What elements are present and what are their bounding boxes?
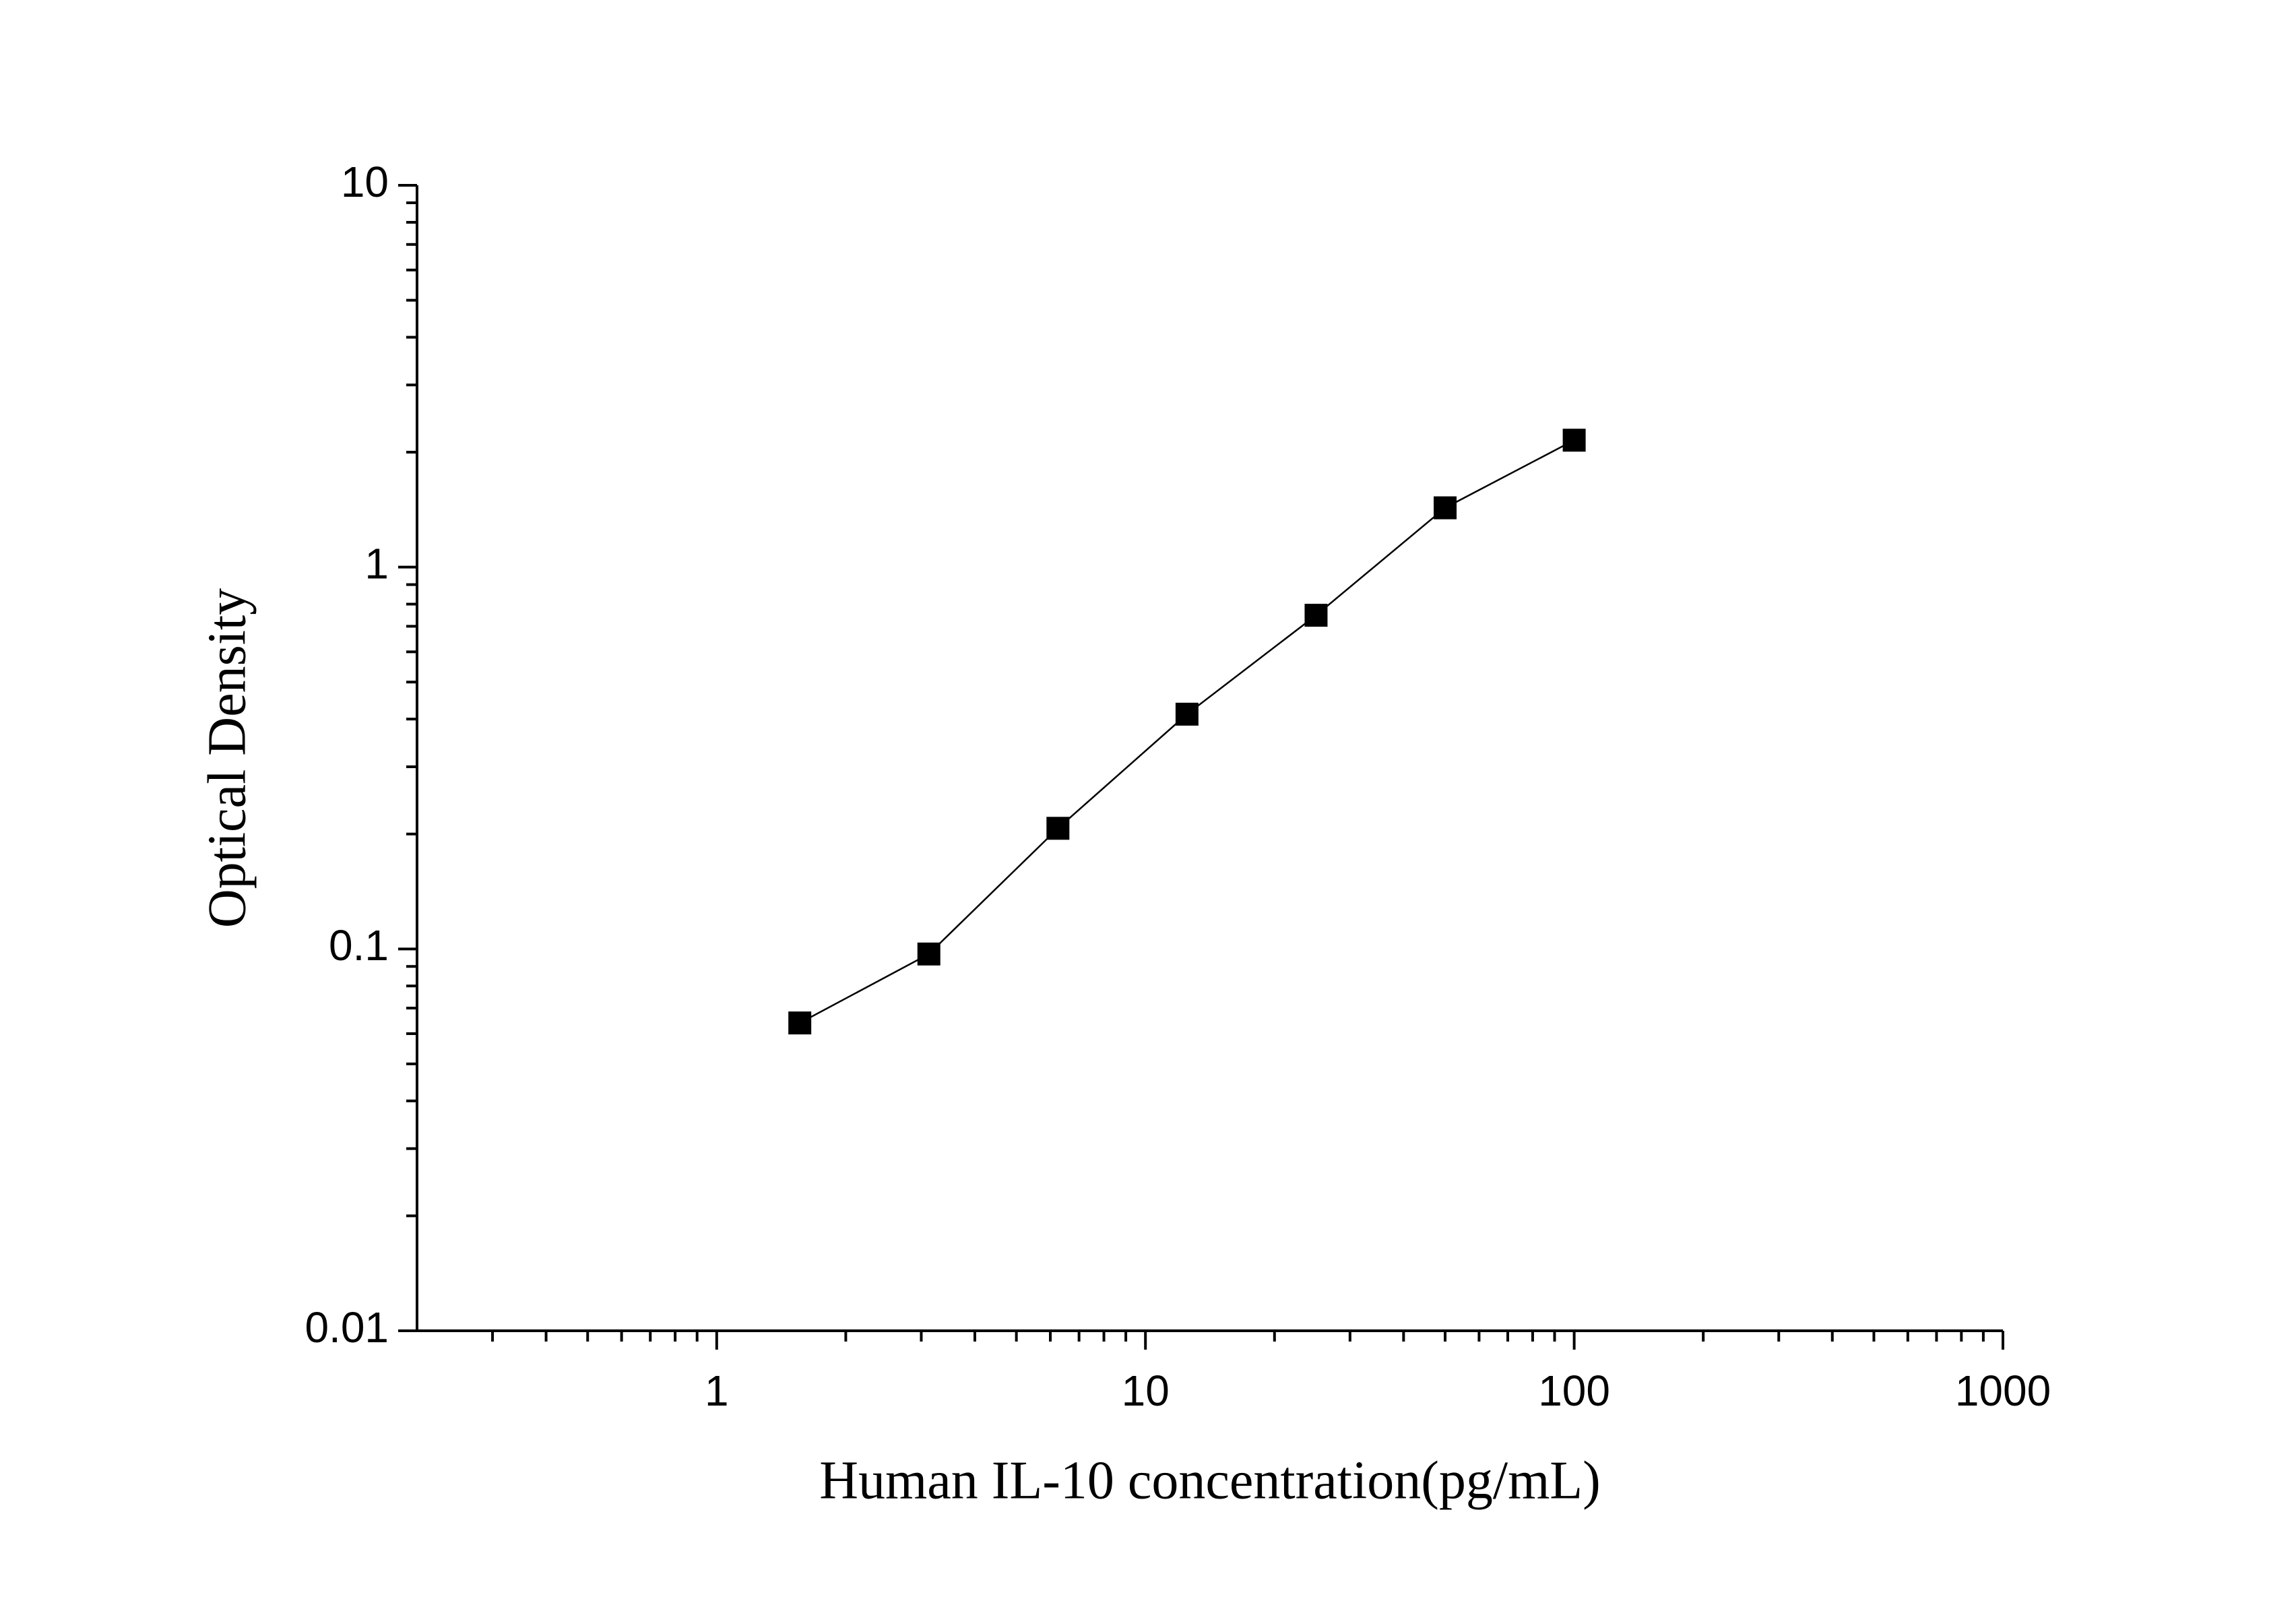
x-tick-label: 1000 (1955, 1366, 2051, 1415)
marker (917, 942, 940, 966)
marker (788, 1011, 812, 1035)
x-tick-label: 1 (705, 1366, 729, 1415)
y-tick-label: 0.01 (305, 1303, 389, 1352)
marker (1046, 817, 1070, 840)
y-tick-label: 0.1 (329, 921, 389, 970)
line (799, 439, 1575, 1024)
y-tick-label: 10 (341, 158, 389, 206)
x-tick-label: 100 (1538, 1366, 1610, 1415)
y-axis-title: Optical Density (197, 588, 257, 928)
marker (1434, 496, 1457, 520)
x-tick-label: 10 (1122, 1366, 1170, 1415)
marker (1562, 429, 1586, 452)
marker (1304, 604, 1328, 627)
marker (1175, 702, 1199, 726)
y-tick-label: 1 (364, 540, 389, 588)
x-axis-title: Human IL-10 concentration(pg/mL) (819, 1451, 1601, 1510)
